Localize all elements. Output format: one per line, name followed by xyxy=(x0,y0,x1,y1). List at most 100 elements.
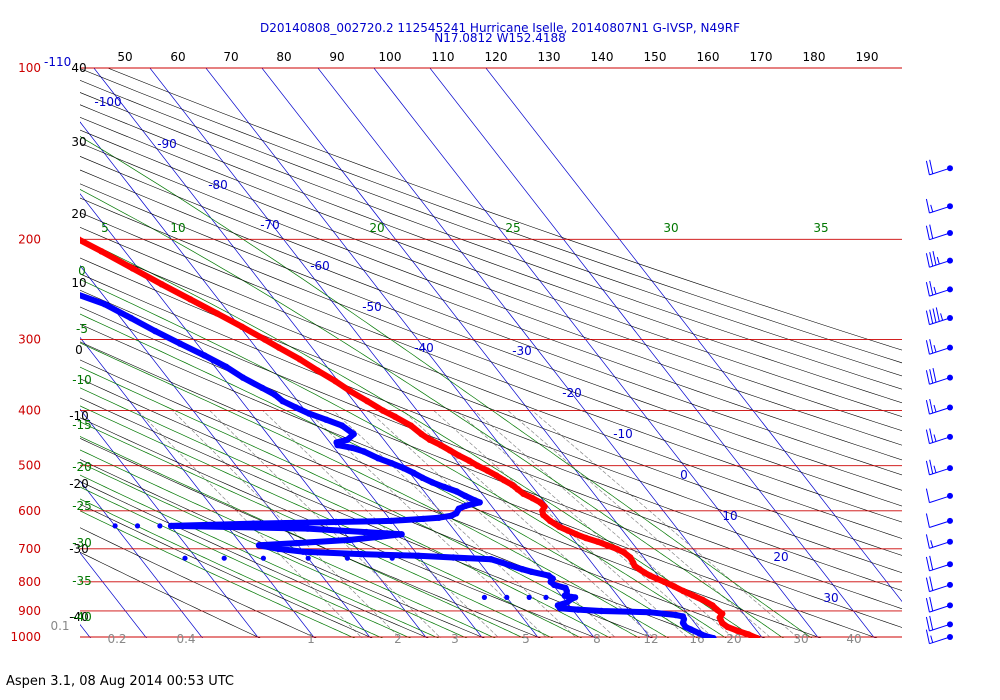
isotherm-line xyxy=(429,68,875,638)
wind-barb-half-flag xyxy=(930,204,934,213)
isotherm-label: -100 xyxy=(94,95,121,109)
dewpoint-point xyxy=(360,448,368,455)
mixing-ratio-label: 8 xyxy=(593,632,601,646)
mixing-ratio-label: 40 xyxy=(846,632,861,646)
dewpoint-point xyxy=(374,455,382,462)
isobar-grid xyxy=(80,67,902,638)
temperature-point xyxy=(582,534,590,542)
dewpoint-point xyxy=(567,596,574,603)
temperature-point xyxy=(158,281,165,288)
dewpoint-point xyxy=(710,635,717,638)
dewpoint-point xyxy=(53,286,59,292)
dry-adiabat-line xyxy=(80,116,902,417)
mixing-ratio-line xyxy=(368,410,617,638)
isotherm-line xyxy=(80,480,203,638)
dry-adiabat-line xyxy=(80,257,902,574)
dewpoint-point xyxy=(476,499,483,506)
isotherm-label: -80 xyxy=(208,178,228,192)
pressure-tick-label: 500 xyxy=(18,459,41,473)
dewpoint-point xyxy=(387,517,395,525)
dewpoint-point xyxy=(23,281,29,287)
wind-barb-half-flag xyxy=(936,256,940,265)
dewpoint-point xyxy=(415,552,422,559)
temperature-point xyxy=(379,407,387,414)
dewpoint-point xyxy=(344,436,351,443)
mixing-ratio-line xyxy=(507,410,772,638)
dewpoint-point xyxy=(498,559,506,566)
dry-adiabat-line xyxy=(80,104,902,404)
dewpoint-isolated-point xyxy=(260,555,266,561)
dewpoint-point xyxy=(450,554,457,561)
dewpoint-point xyxy=(448,512,455,519)
dewpoint-isolated-point xyxy=(182,555,188,561)
wind-barb-flag xyxy=(925,513,930,528)
moist-left-label: -5 xyxy=(76,322,88,336)
dewpoint-point xyxy=(672,611,679,619)
moist-adiabat-line xyxy=(80,510,356,638)
temperature-point xyxy=(646,572,654,579)
temperature-point xyxy=(314,367,321,374)
moist-left-label: -35 xyxy=(72,574,92,588)
dewpoint-isolated-point xyxy=(389,555,395,561)
mixing-ratio-line xyxy=(474,410,735,638)
moist-adiabat-label: 35 xyxy=(813,221,828,235)
temperature-point xyxy=(426,436,433,443)
mixing-ratio-label: 3 xyxy=(451,632,459,646)
dewpoint-point xyxy=(377,533,385,540)
wind-barb-flag xyxy=(929,555,934,570)
left-secondary-label: 10 xyxy=(71,276,86,290)
isotherm-line xyxy=(93,68,539,638)
dewpoint-point xyxy=(304,525,311,532)
mixing-ratio-label: 30 xyxy=(793,632,808,646)
isotherm-label: 20 xyxy=(773,550,788,564)
temperature-point xyxy=(187,296,194,303)
dry-adiabat-line xyxy=(80,459,485,638)
dry-adiabat-line xyxy=(80,142,902,446)
moist-left-label: -25 xyxy=(72,499,92,513)
mixing-ratio-label: 0.1 xyxy=(50,619,69,633)
left-secondary-label: 30 xyxy=(71,135,86,149)
moist-left-label: -15 xyxy=(72,418,92,432)
moist-left-label: -30 xyxy=(72,536,92,550)
temperature-point xyxy=(520,490,527,497)
temperature-point xyxy=(446,447,454,454)
temperature-point xyxy=(437,441,444,449)
temperature-point xyxy=(407,422,415,429)
dry-adiabat-line xyxy=(80,242,902,556)
isotherm-label: -10 xyxy=(613,427,633,441)
pressure-tick-label: 100 xyxy=(18,61,41,75)
dry-adiabat-line xyxy=(80,169,902,476)
moist-adiabat-line xyxy=(80,474,440,638)
dewpoint-point xyxy=(176,340,184,347)
dewpoint-point xyxy=(471,497,478,504)
dewpoint-point xyxy=(357,550,365,558)
top-fahrenheit-label: 190 xyxy=(856,50,879,64)
temperature-point xyxy=(80,236,82,243)
temperature-point xyxy=(275,344,283,351)
wind-barb-flag xyxy=(925,160,930,175)
temperature-point xyxy=(238,323,246,330)
temperature-point xyxy=(556,523,563,530)
dry-adiabat-line xyxy=(80,359,766,638)
wind-barb-flag xyxy=(929,596,934,612)
wind-barb-flag xyxy=(925,198,930,214)
isotherm-line xyxy=(261,68,707,638)
temperature-point xyxy=(689,592,696,599)
wind-barb-half-flag xyxy=(933,344,937,353)
temperature-point xyxy=(508,481,516,488)
wind-barb-flag xyxy=(925,310,930,325)
temperature-point xyxy=(719,619,726,627)
temperature-point xyxy=(391,413,399,420)
wind-barb-flag xyxy=(929,615,934,631)
temperature-point xyxy=(636,566,643,573)
dewpoint-isolated-point xyxy=(157,523,163,529)
wind-barb-flag xyxy=(929,428,934,443)
temperature-point xyxy=(753,635,761,638)
dewpoint-point xyxy=(455,505,463,512)
dewpoint-point xyxy=(687,626,695,633)
wind-barb-flag xyxy=(929,159,934,174)
dewpoint-point xyxy=(306,410,313,417)
top-fahrenheit-label: 170 xyxy=(750,50,773,64)
